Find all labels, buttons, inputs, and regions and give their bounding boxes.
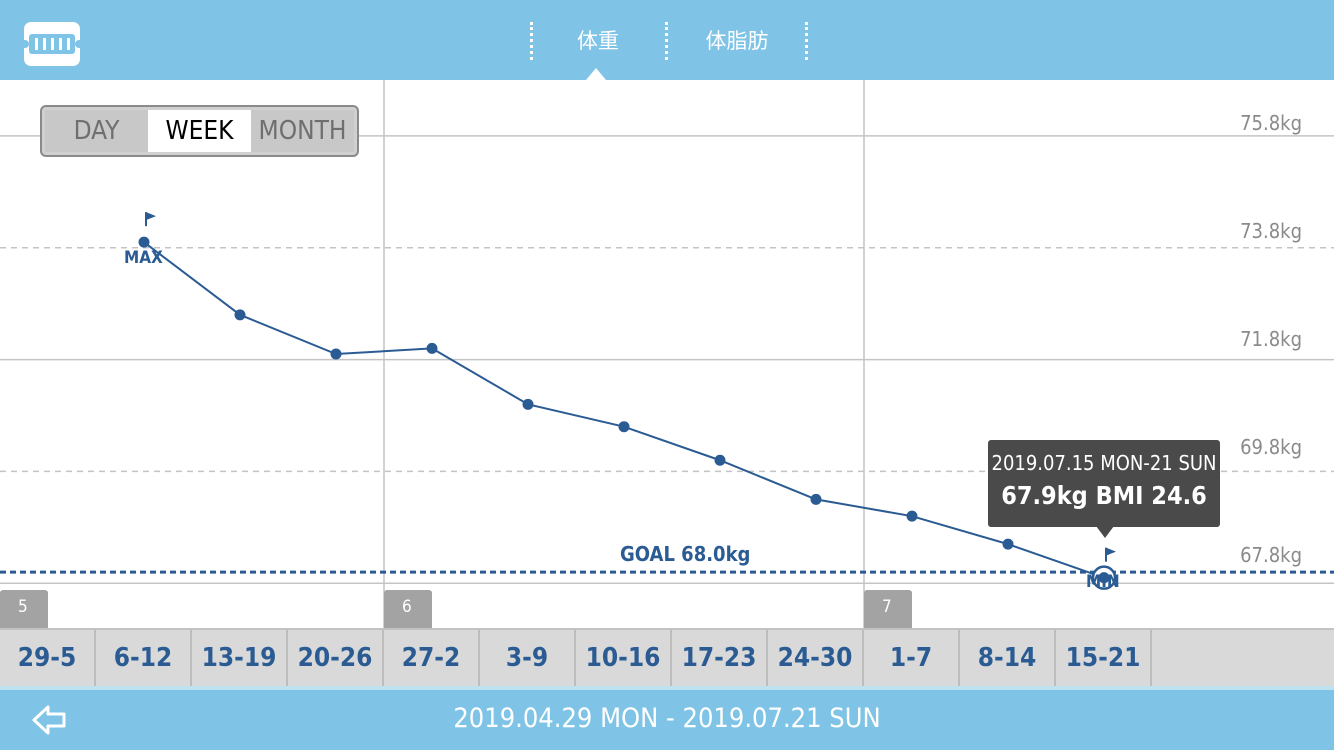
week-cell[interactable]: 8-14: [960, 630, 1056, 686]
week-cell[interactable]: 3-9: [480, 630, 576, 686]
period-selector: DAY WEEK MONTH: [40, 105, 359, 157]
data-point: [618, 421, 630, 433]
week-cell[interactable]: 29-5: [0, 630, 96, 686]
data-point: [1002, 538, 1014, 550]
period-day-button[interactable]: DAY: [45, 110, 148, 152]
max-flag-icon: [146, 212, 156, 221]
data-point: [138, 236, 150, 248]
tab-separator: [530, 22, 533, 60]
selected-point: [1098, 572, 1110, 584]
max-label: MAX: [124, 248, 163, 268]
data-point: [426, 342, 438, 354]
week-cell[interactable]: 1-7: [864, 630, 960, 686]
y-tick-label: 67.8kg: [1240, 543, 1302, 567]
goal-label: GOAL 68.0kg: [618, 541, 753, 567]
back-arrow-icon[interactable]: [30, 700, 70, 740]
app-icon-tick: [35, 38, 38, 50]
scale-ruler-icon[interactable]: [23, 22, 81, 66]
data-point: [906, 510, 918, 522]
weight-chart[interactable]: 75.8kg 73.8kg 71.8kg 69.8kg 67.8kg 5 6 7…: [0, 80, 1334, 628]
app-icon-notch-right: [75, 40, 81, 48]
week-cell[interactable]: 6-12: [96, 630, 192, 686]
week-cell[interactable]: 13-19: [192, 630, 288, 686]
week-cell[interactable]: 17-23: [672, 630, 768, 686]
y-tick-label: 71.8kg: [1240, 327, 1302, 351]
tooltip-values: 67.9kg BMI 24.6: [1001, 481, 1207, 510]
week-cell[interactable]: 24-30: [768, 630, 864, 686]
week-cell[interactable]: 10-16: [576, 630, 672, 686]
min-flag-icon: [1106, 547, 1116, 556]
min-label: MIN: [1086, 572, 1120, 592]
app-icon-tick: [67, 38, 70, 50]
month-marker: 7: [864, 590, 912, 628]
tab-weight[interactable]: 体重: [577, 29, 619, 53]
app-icon-tick: [51, 38, 54, 50]
y-tick-label: 73.8kg: [1240, 219, 1302, 243]
data-point: [810, 493, 822, 505]
app-icon-tick: [43, 38, 46, 50]
week-strip: 29-5 6-12 13-19 20-26 27-2 3-9 10-16 17-…: [0, 628, 1334, 686]
y-tick-label: 69.8kg: [1240, 435, 1302, 459]
data-point: [714, 454, 726, 466]
tooltip-date: 2019.07.15 MON-21 SUN: [991, 451, 1217, 475]
bottom-bar: 2019.04.29 MON - 2019.07.21 SUN: [0, 686, 1334, 750]
tab-body-fat[interactable]: 体脂肪: [705, 29, 769, 53]
tab-separator: [665, 22, 668, 60]
month-marker: 6: [384, 590, 432, 628]
data-point: [234, 309, 246, 321]
tooltip-pointer: [1096, 526, 1114, 538]
app-icon-notch-left: [23, 40, 29, 48]
tab-separator: [805, 22, 808, 60]
week-cell[interactable]: 15-21: [1056, 630, 1152, 686]
series-line: [143, 241, 1105, 579]
data-point: [522, 398, 534, 410]
app-icon-tick: [59, 38, 62, 50]
selected-tab-pointer: [586, 68, 606, 80]
data-point: [330, 348, 342, 360]
period-week-button[interactable]: WEEK: [148, 110, 251, 152]
top-bar: 体重 体脂肪: [0, 0, 1334, 80]
week-cell[interactable]: 27-2: [384, 630, 480, 686]
y-tick-label: 75.8kg: [1240, 111, 1302, 135]
data-tooltip: 2019.07.15 MON-21 SUN 67.9kg BMI 24.6: [988, 440, 1220, 527]
period-month-button[interactable]: MONTH: [251, 110, 354, 152]
date-range: 2019.04.29 MON - 2019.07.21 SUN: [453, 703, 881, 734]
month-marker: 5: [0, 590, 48, 628]
week-cell[interactable]: 20-26: [288, 630, 384, 686]
